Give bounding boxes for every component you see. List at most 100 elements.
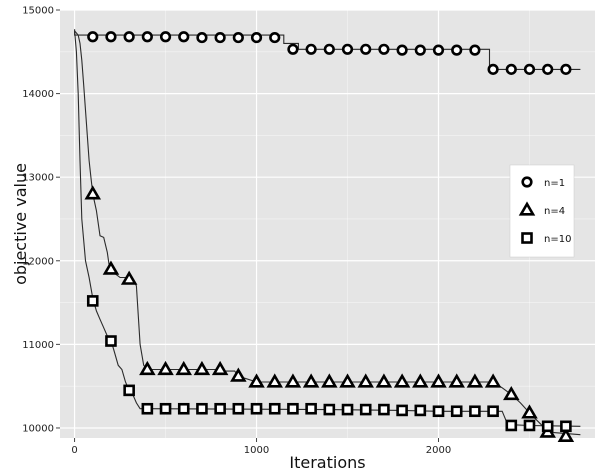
- y-tick-label: 11000: [22, 340, 54, 351]
- data-point-n-1: [378, 43, 390, 55]
- data-point-n-4: [557, 427, 575, 442]
- data-point-n-1: [487, 63, 499, 75]
- y-tick-label: 12000: [22, 256, 54, 267]
- data-point-n-10: [469, 405, 481, 418]
- data-point-n-10: [396, 404, 408, 417]
- data-point-n-4: [339, 373, 356, 388]
- y-tick-label: 13000: [22, 173, 54, 184]
- data-point-n-10: [414, 404, 427, 417]
- data-point-n-10: [159, 402, 172, 415]
- data-point-n-10: [177, 402, 190, 415]
- data-point-n-10: [196, 402, 208, 415]
- data-point-n-1: [123, 31, 135, 43]
- data-point-n-10: [323, 403, 336, 416]
- data-point-n-4: [157, 360, 174, 376]
- data-point-n-10: [232, 402, 245, 415]
- data-point-n-1: [451, 44, 463, 56]
- data-point-n-1: [105, 31, 117, 43]
- data-point-n-4: [211, 360, 229, 376]
- data-point-n-1: [287, 43, 299, 55]
- data-point-n-1: [432, 44, 445, 56]
- data-point-n-4: [521, 404, 538, 419]
- data-point-n-4: [84, 185, 102, 200]
- data-point-n-10: [305, 402, 317, 415]
- data-point-n-1: [159, 31, 172, 43]
- data-point-n-4: [248, 373, 265, 388]
- data-point-n-1: [396, 44, 408, 56]
- data-point-n-10: [523, 419, 536, 432]
- data-point-n-4: [102, 260, 120, 275]
- data-point-n-4: [375, 373, 393, 388]
- data-point-n-10: [287, 402, 299, 415]
- grid-lines: [60, 9, 595, 438]
- data-point-n-10: [560, 420, 572, 433]
- data-point-n-1: [141, 31, 153, 43]
- data-point-n-10: [141, 402, 154, 415]
- data-point-n-4: [484, 373, 502, 388]
- x-axis-title: Iterations: [289, 453, 365, 472]
- legend-box: [509, 164, 575, 258]
- data-point-n-10: [487, 405, 499, 418]
- data-point-n-1: [360, 43, 372, 55]
- data-point-n-10: [105, 335, 117, 347]
- data-point-n-10: [123, 384, 135, 397]
- x-tick-label: 0: [71, 445, 77, 456]
- data-point-n-10: [541, 420, 554, 433]
- axes: 10000 11000 12000 13000 14000 15000 0 1000 2000: [22, 6, 451, 457]
- data-point-n-4: [302, 373, 320, 388]
- data-point-n-1: [323, 43, 335, 55]
- data-point-n-4: [120, 270, 138, 285]
- data-point-n-10: [505, 419, 518, 432]
- x-tick-label: 2000: [426, 445, 451, 456]
- data-point-n-1: [523, 63, 536, 75]
- data-point-n-10: [250, 402, 263, 415]
- data-point-n-10: [378, 403, 390, 416]
- data-point-n-1: [305, 43, 317, 55]
- data-point-n-1: [505, 63, 517, 75]
- data-point-n-4: [357, 373, 374, 388]
- data-point-n-1: [269, 31, 281, 44]
- data-point-n-1: [542, 63, 554, 75]
- data-point-n-4: [412, 373, 429, 388]
- data-point-n-4: [139, 360, 156, 376]
- data-point-n-4: [448, 373, 465, 388]
- y-tick-label: 14000: [22, 89, 54, 100]
- series-layer: [74, 29, 581, 442]
- series-n-4: [74, 30, 581, 442]
- data-point-n-4: [175, 360, 193, 376]
- data-point-n-10: [341, 403, 354, 416]
- data-point-n-1: [560, 63, 572, 75]
- data-point-n-10: [268, 402, 281, 415]
- x-tick-label: 1000: [244, 445, 269, 456]
- data-point-n-1: [196, 31, 208, 44]
- data-point-n-10: [86, 295, 99, 307]
- data-point-n-1: [178, 31, 190, 43]
- y-axis-title: objective value: [11, 163, 30, 285]
- data-point-n-4: [284, 373, 302, 388]
- data-point-n-4: [266, 373, 283, 388]
- data-point-n-1: [414, 44, 426, 56]
- legend-label-n-4: n=4: [544, 206, 565, 217]
- data-point-n-1: [232, 31, 244, 44]
- legend-label-n-1: n=1: [544, 178, 565, 189]
- legend-key-n-10: [521, 232, 533, 244]
- series-n-1: [74, 29, 581, 75]
- series-line-n-10: [74, 30, 581, 427]
- y-tick-label: 10000: [22, 423, 54, 434]
- data-point-n-1: [87, 31, 99, 43]
- legend-key-n-1: [521, 176, 533, 188]
- data-point-n-4: [430, 373, 447, 388]
- data-point-n-10: [214, 402, 226, 415]
- legend: n=1 n=4 n=10: [509, 164, 575, 258]
- data-point-n-4: [230, 367, 247, 382]
- data-point-n-4: [503, 385, 520, 401]
- data-point-n-10: [450, 405, 463, 418]
- legend-label-n-10: n=10: [544, 234, 571, 245]
- legend-key-n-4: [518, 201, 536, 216]
- data-point-n-4: [193, 360, 211, 376]
- data-point-n-1: [341, 43, 354, 55]
- data-point-n-10: [432, 405, 445, 418]
- series-n-10: [74, 30, 581, 433]
- data-point-n-1: [469, 44, 481, 56]
